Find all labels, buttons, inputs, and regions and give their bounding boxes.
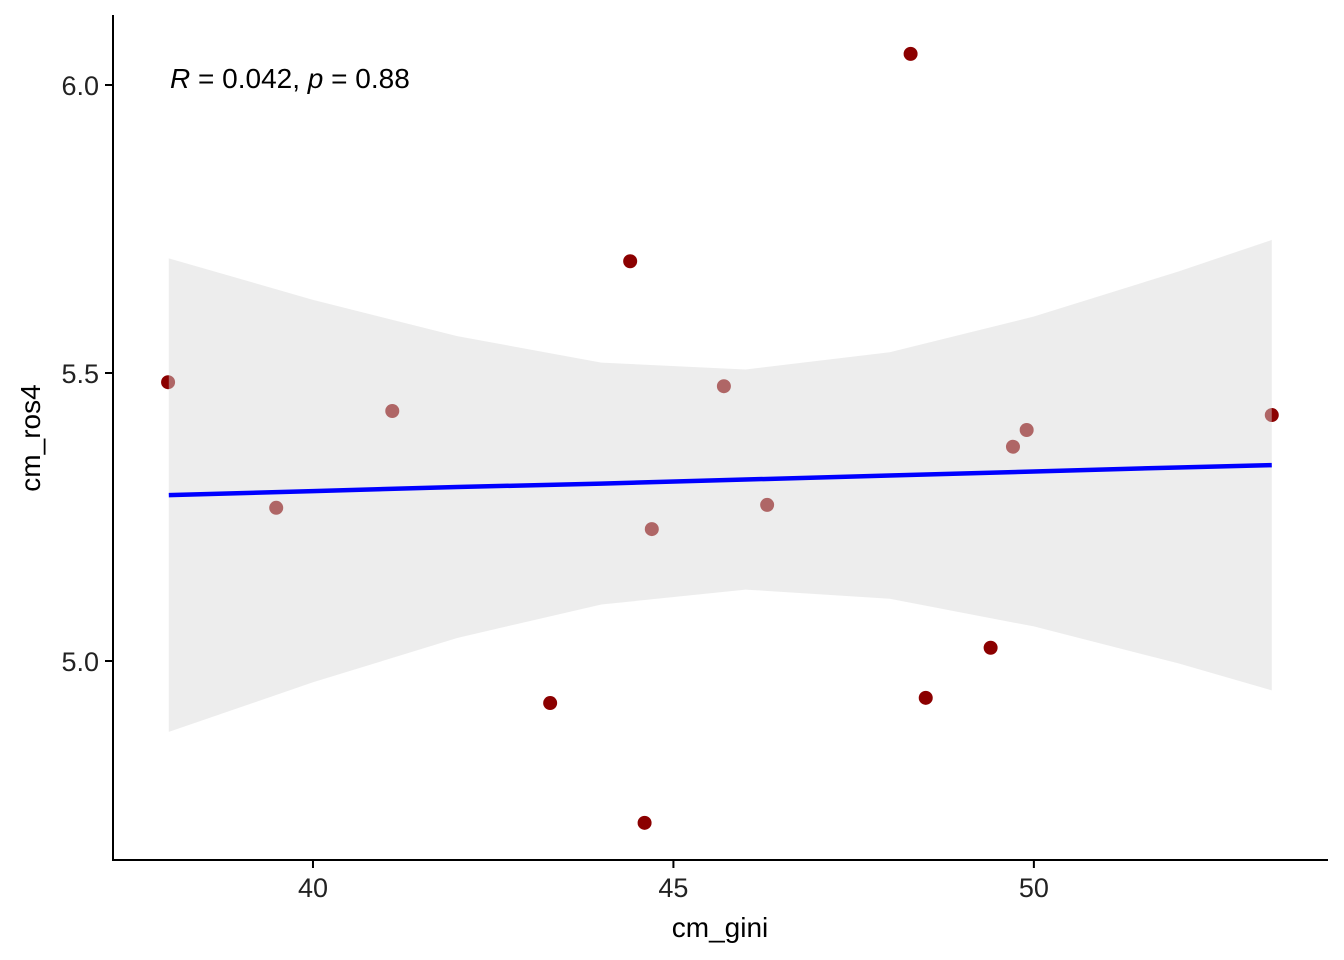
regression-line bbox=[168, 462, 1272, 498]
data-point-4 bbox=[623, 254, 638, 269]
data-point-3 bbox=[543, 696, 558, 711]
ticks-layer: 40 45 50 5.0 5.5 6.0 bbox=[61, 71, 1048, 903]
data-point-10 bbox=[918, 690, 933, 705]
r-value: = 0.042, bbox=[190, 63, 308, 94]
confidence-ribbon bbox=[168, 239, 1272, 732]
data-point-5 bbox=[637, 815, 652, 830]
data-point-1 bbox=[269, 500, 284, 515]
data-point-2 bbox=[385, 404, 400, 419]
x-tick-label-1: 45 bbox=[658, 873, 688, 903]
data-point-11 bbox=[983, 640, 998, 655]
x-axis-title: cm_gini bbox=[672, 912, 768, 943]
x-tick-label-0: 40 bbox=[298, 873, 328, 903]
r-label: R bbox=[170, 63, 190, 94]
data-point-12 bbox=[1005, 439, 1020, 454]
data-point-7 bbox=[716, 379, 731, 394]
data-point-9 bbox=[903, 46, 918, 61]
points-layer bbox=[161, 46, 1279, 830]
p-value: = 0.88 bbox=[323, 63, 409, 94]
data-point-0 bbox=[161, 375, 176, 390]
correlation-annotation: R = 0.042, p = 0.88 bbox=[170, 63, 410, 94]
data-point-8 bbox=[760, 497, 775, 512]
y-tick-label-2: 6.0 bbox=[61, 71, 99, 101]
y-tick-label-1: 5.5 bbox=[61, 359, 99, 389]
y-tick-label-0: 5.0 bbox=[61, 647, 99, 677]
x-tick-label-2: 50 bbox=[1019, 873, 1049, 903]
p-label: p bbox=[307, 63, 324, 94]
y-axis-title: cm_ros4 bbox=[15, 384, 46, 491]
data-point-13 bbox=[1019, 423, 1034, 438]
data-point-6 bbox=[644, 522, 659, 537]
data-point-14 bbox=[1264, 408, 1279, 423]
